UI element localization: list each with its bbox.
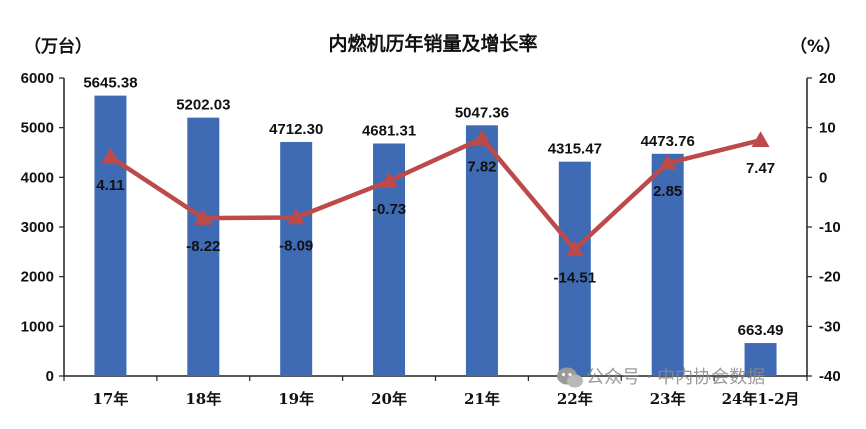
axes: 0 1000 2000 3000 4000 5000 6000 -40 -30 -20 -10 0 10… [21,70,841,408]
growth-marker [472,129,491,146]
line-value-label: -8.09 [279,238,313,255]
right-tick-label: 20 [819,70,836,87]
left-tick-label: 4000 [21,169,54,186]
right-tick-label: -10 [819,219,841,236]
chart-title: 内燃机历年销量及增长率 [328,32,537,55]
line-value-label: 7.47 [746,160,775,177]
wechat-icon [557,367,583,388]
bar-value-label: 5047.36 [455,104,509,121]
growth-marker [565,240,584,257]
bar-series [94,95,777,376]
left-tick-label: 3000 [21,219,54,236]
right-tick-label: 0 [819,169,827,186]
line-value-label: -8.22 [186,238,220,255]
left-tick-label: 5000 [21,120,54,137]
bar [651,153,684,376]
growth-marker [380,171,399,188]
line-value-label: 2.85 [653,183,682,200]
bar-value-label: 4473.76 [641,133,695,150]
bar-value-label: 4315.47 [548,141,602,158]
x-tick-label: 18年 [185,390,221,408]
bar [465,125,498,376]
bar-value-label: 5202.03 [176,97,230,114]
left-tick-label: 0 [46,368,54,385]
growth-line [109,136,762,252]
watermark: 公众号 · 中内协会数据 [557,367,765,388]
left-tick-label: 1000 [21,318,54,335]
right-tick-label: -20 [819,269,841,286]
x-tick-label: 22年 [557,390,593,408]
x-tick-label: 24年1-2月 [722,390,800,408]
bar [280,141,313,376]
line-value-label: 7.82 [467,158,496,175]
growth-marker [287,208,306,225]
x-tick-label: 21年 [464,390,500,408]
right-tick-label: 10 [819,120,836,137]
line-value-label: 4.11 [96,177,124,194]
growth-marker [101,147,120,164]
growth-marker [194,209,213,225]
bar-value-label: 663.49 [738,322,784,339]
data-labels: 5645.38 5202.03 4712.30 4681.31 5047.36 4315.… [83,75,783,339]
bar [558,161,591,376]
growth-marker [658,154,677,170]
x-tick-label: 23年 [650,390,686,408]
bar-value-label: 5645.38 [83,75,137,92]
right-tick-label: -40 [819,368,841,385]
bar [187,117,220,376]
bar-value-label: 4712.30 [269,121,323,138]
watermark-text: 公众号 · 中内协会数据 [586,367,765,388]
bar [744,343,777,376]
left-tick-label: 6000 [21,70,54,87]
bar [94,95,127,376]
x-tick-label: 17年 [93,390,129,408]
bar-value-label: 4681.31 [362,122,416,139]
line-series [101,129,770,257]
x-tick-label: 20年 [371,390,407,408]
left-tick-label: 2000 [21,269,54,286]
line-value-label: -14.51 [554,269,597,286]
x-tick-label: 19年 [278,390,314,408]
right-axis-unit: （%） [790,36,841,57]
right-tick-label: -30 [819,318,841,335]
left-axis-unit: （万台） [24,36,92,57]
growth-marker [751,131,770,147]
line-value-label: -0.73 [372,201,406,218]
